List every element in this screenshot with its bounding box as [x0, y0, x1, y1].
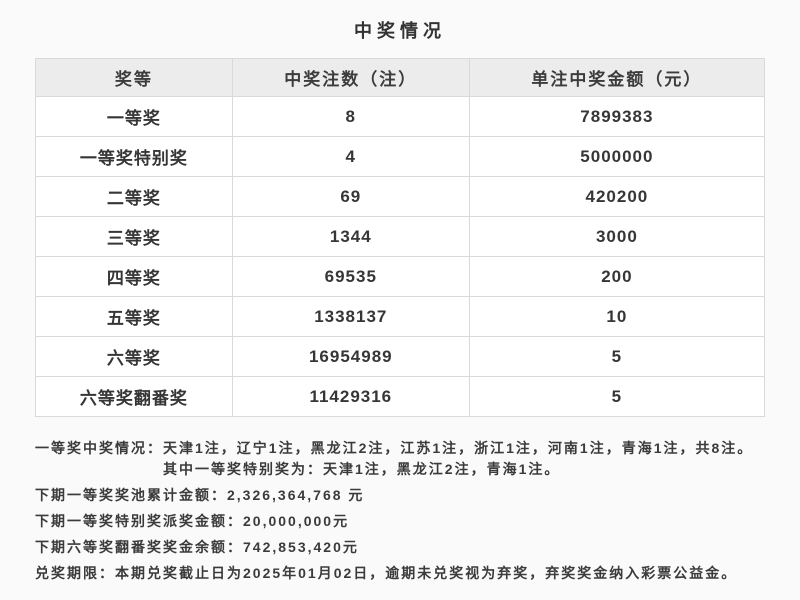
- table-row: 六等奖翻番奖 11429316 5: [35, 376, 766, 417]
- note-first-prize-breakdown: 一等奖中奖情况： 天津1注，辽宁1注，黑龙江2注，江苏1注，浙江1注，河南1注，…: [35, 438, 767, 480]
- prize-tier: 六等奖翻番奖: [35, 376, 233, 417]
- note-label: 下期六等奖翻番奖奖金余额：: [35, 539, 243, 555]
- table-row: 六等奖 16954989 5: [35, 336, 766, 377]
- page-title: 中奖情况: [354, 21, 446, 41]
- prize-tier: 六等奖: [35, 336, 233, 377]
- prize-table: 奖等 中奖注数（注） 单注中奖金额（元） 一等奖 8 7899383 一等奖特别…: [35, 58, 766, 417]
- note-next-jackpot-pool: 下期一等奖奖池累计金额： 2,326,364,768 元: [35, 485, 767, 506]
- note-text: 20,000,000元: [243, 513, 350, 529]
- table-row: 四等奖 69535 200: [35, 256, 766, 297]
- prize-amount: 200: [468, 256, 766, 297]
- note-label: 下期一等奖特别奖派奖金额：: [35, 513, 243, 529]
- note-label: 一等奖中奖情况：: [35, 440, 163, 456]
- prize-amount: 7899383: [468, 96, 766, 137]
- prize-amount: 3000: [468, 216, 766, 257]
- table-row: 五等奖 1338137 10: [35, 296, 766, 337]
- prize-tier: 五等奖: [35, 296, 233, 337]
- table-row: 二等奖 69 420200: [35, 176, 766, 217]
- prize-amount: 5: [468, 336, 766, 377]
- table-row: 三等奖 1344 3000: [35, 216, 766, 257]
- prize-tier: 一等奖: [35, 96, 233, 137]
- notes-section: 一等奖中奖情况： 天津1注，辽宁1注，黑龙江2注，江苏1注，浙江1注，河南1注，…: [35, 438, 767, 584]
- prize-tier: 一等奖特别奖: [35, 136, 233, 177]
- prize-amount: 5: [468, 376, 766, 417]
- note-next-double-prize-balance: 下期六等奖翻番奖奖金余额： 742,853,420元: [35, 537, 767, 558]
- table-row: 一等奖 8 7899383: [35, 96, 766, 137]
- prize-count: 69535: [231, 256, 470, 297]
- column-header-count: 中奖注数（注）: [231, 58, 470, 97]
- prize-tier: 三等奖: [35, 216, 233, 257]
- note-next-special-prize-fund: 下期一等奖特别奖派奖金额： 20,000,000元: [35, 511, 767, 532]
- column-header-amount: 单注中奖金额（元）: [468, 58, 766, 97]
- note-label: 下期一等奖奖池累计金额：: [35, 487, 227, 503]
- prize-count: 16954989: [231, 336, 470, 377]
- note-label: 兑奖期限：: [35, 565, 115, 581]
- prize-amount: 5000000: [468, 136, 766, 177]
- table-row: 一等奖特别奖 4 5000000: [35, 136, 766, 177]
- note-text: 2,326,364,768 元: [227, 487, 365, 503]
- prize-count: 11429316: [231, 376, 470, 417]
- column-header-tier: 奖等: [35, 58, 233, 97]
- note-text: 天津1注，辽宁1注，黑龙江2注，江苏1注，浙江1注，河南1注，青海1注，共8注。…: [163, 440, 754, 477]
- prize-count: 8: [231, 96, 470, 137]
- prize-amount: 420200: [468, 176, 766, 217]
- prize-tier: 二等奖: [35, 176, 233, 217]
- prize-count: 1344: [231, 216, 470, 257]
- prize-count: 1338137: [231, 296, 470, 337]
- table-header-row: 奖等 中奖注数（注） 单注中奖金额（元）: [35, 58, 766, 97]
- note-redemption-deadline: 兑奖期限： 本期兑奖截止日为2025年01月02日，逾期未兑奖视为弃奖，弃奖奖金…: [35, 563, 767, 584]
- note-text: 742,853,420元: [243, 539, 359, 555]
- prize-count: 4: [231, 136, 470, 177]
- note-text: 本期兑奖截止日为2025年01月02日，逾期未兑奖视为弃奖，弃奖奖金纳入彩票公益…: [115, 565, 738, 581]
- prize-amount: 10: [468, 296, 766, 337]
- prize-tier: 四等奖: [35, 256, 233, 297]
- prize-count: 69: [231, 176, 470, 217]
- lottery-results-page: 中奖情况 奖等 中奖注数（注） 单注中奖金额（元） 一等奖 8 7899383 …: [35, 21, 767, 584]
